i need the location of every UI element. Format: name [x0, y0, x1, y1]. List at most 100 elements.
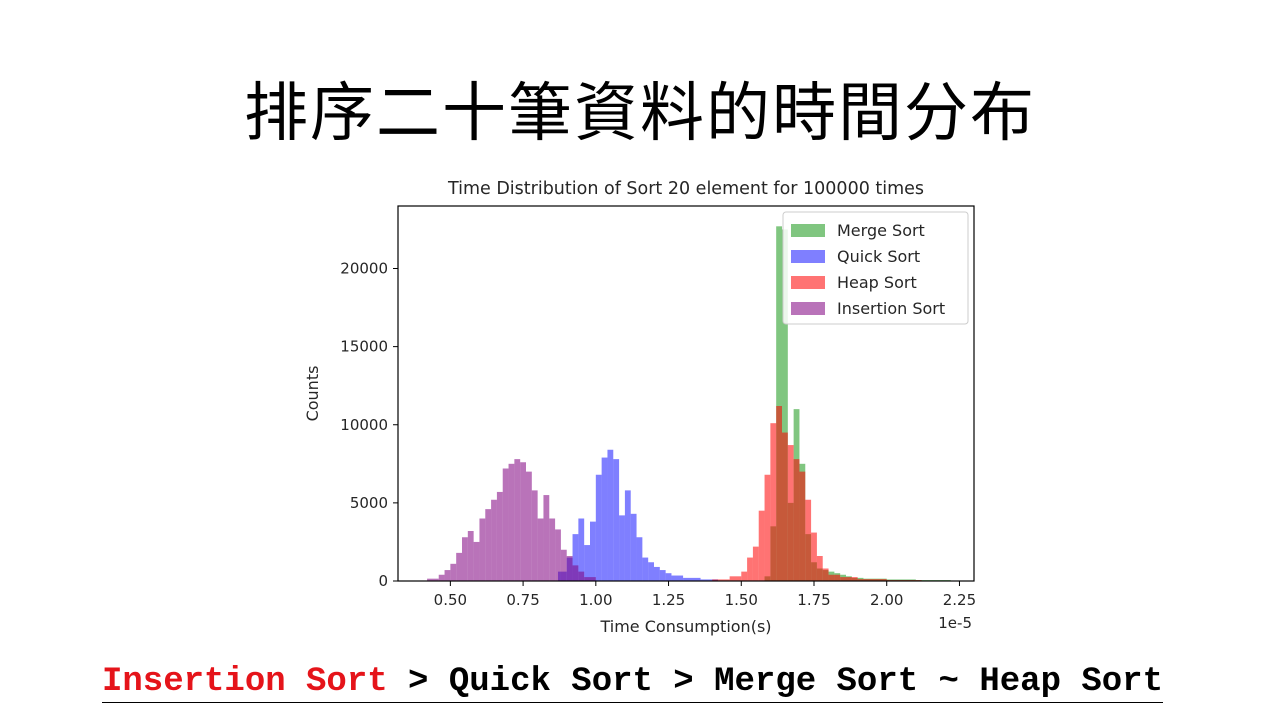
histogram-bar: [537, 518, 544, 581]
y-tick-label: 5000: [350, 494, 388, 512]
legend-label: Heap Sort: [837, 273, 917, 292]
x-tick-label: 0.50: [434, 591, 467, 609]
histogram-bar: [665, 573, 672, 581]
histogram-bar: [816, 556, 823, 581]
plot-frame: [397, 205, 975, 582]
histogram-bar: [840, 577, 858, 581]
histogram-bar: [671, 575, 684, 581]
x-tick-label: 2.00: [870, 591, 903, 609]
histogram-bar: [624, 490, 631, 581]
histogram-bar: [659, 570, 666, 581]
conclusion-line: Insertion Sort > Quick Sort > Merge Sort…: [102, 662, 1163, 703]
legend-swatch: [791, 250, 825, 263]
histogram-bar: [601, 457, 608, 581]
x-tick-label: 1.75: [797, 591, 830, 609]
histogram-bar: [857, 579, 887, 581]
legend-swatch: [791, 302, 825, 315]
histogram-bar: [613, 459, 620, 581]
histogram-bar: [776, 226, 782, 581]
histogram-bar: [543, 495, 550, 581]
histogram-bar: [444, 570, 451, 581]
histogram-bar: [584, 577, 596, 581]
histogram-bar: [427, 578, 439, 581]
histogram-bar: [473, 541, 480, 581]
histogram-bar: [822, 568, 829, 581]
histogram-bar: [520, 462, 526, 581]
histogram-bar: [514, 459, 521, 581]
histogram-bar: [595, 474, 602, 581]
x-tick-label: 1.00: [579, 591, 612, 609]
histogram-bar: [782, 229, 788, 581]
histogram-bar: [456, 552, 462, 581]
histogram-bar: [479, 518, 486, 581]
histogram-bar: [747, 557, 753, 581]
y-tick-label: 0: [378, 572, 388, 590]
histogram-bar: [467, 531, 474, 581]
histogram-bar: [642, 557, 649, 581]
histogram-bar: [549, 518, 556, 581]
slide-title: 排序二十筆資料的時間分布: [244, 77, 1036, 151]
histogram-bar: [584, 545, 590, 581]
legend-label: Insertion Sort: [837, 299, 945, 318]
x-tick-label: 2.25: [943, 591, 976, 609]
histogram-chart: Time Distribution of Sort 20 element for…: [303, 179, 976, 636]
histogram-bar: [578, 571, 585, 581]
histogram-bar: [805, 499, 812, 581]
legend-box: [782, 211, 969, 325]
histogram-bar: [526, 471, 532, 581]
histogram-bar: [572, 534, 579, 581]
histogram-bar: [502, 468, 509, 581]
histogram-bar: [578, 518, 585, 581]
histogram-bar: [566, 556, 573, 581]
conclusion-rest: > Quick Sort > Merge Sort ~ Heap Sort: [387, 663, 1163, 701]
histogram-bar: [636, 537, 643, 581]
x-tick-label: 1.50: [725, 591, 758, 609]
histogram-bar: [828, 574, 841, 581]
histogram-bar: [782, 432, 788, 581]
y-tick-label: 10000: [340, 416, 388, 434]
histogram-bar: [555, 529, 561, 581]
histogram-bar: [560, 549, 567, 581]
histogram-bar: [491, 499, 497, 581]
histogram-bar: [764, 474, 771, 581]
histogram-bar: [485, 509, 492, 581]
histogram-bar: [590, 521, 596, 581]
x-tick-label: 1.25: [652, 591, 685, 609]
histogram-bar: [776, 406, 782, 581]
histogram-bar: [619, 515, 625, 581]
histogram-bar: [654, 566, 660, 581]
y-tick-label: 15000: [340, 338, 388, 356]
histogram-bar: [700, 579, 718, 581]
histogram-bar: [758, 510, 765, 581]
histogram-bar: [752, 546, 759, 581]
histogram-bar: [683, 577, 701, 581]
histogram-bar: [648, 562, 654, 581]
histogram-bar: [450, 563, 457, 581]
legend-label: Merge Sort: [837, 221, 925, 240]
histogram-bar: [811, 532, 817, 581]
histogram-bar: [531, 490, 538, 581]
histogram-bar: [462, 537, 468, 581]
histogram-bar: [630, 513, 637, 581]
histogram-bar: [799, 471, 806, 581]
histogram-bar: [496, 491, 503, 581]
histogram-bar: [770, 423, 777, 581]
histogram-bar: [607, 449, 614, 581]
x-tick-label: 0.75: [506, 591, 539, 609]
histogram-bar: [787, 445, 794, 581]
histogram-bar: [741, 571, 748, 581]
x-offset-label: 1e-5: [938, 614, 972, 632]
y-tick-label: 20000: [340, 260, 388, 278]
legend-label: Quick Sort: [837, 247, 920, 266]
y-axis-label: Counts: [303, 366, 322, 422]
histogram-bar: [572, 565, 579, 581]
histogram-bar: [712, 579, 730, 581]
histogram-bar: [438, 574, 445, 581]
legend-swatch: [791, 224, 825, 237]
chart-title: Time Distribution of Sort 20 element for…: [447, 179, 924, 199]
histogram-bar: [729, 576, 742, 581]
x-axis-label: Time Consumption(s): [599, 617, 771, 636]
conclusion-highlight: Insertion Sort: [102, 663, 388, 701]
histogram-bar: [508, 463, 515, 581]
legend-swatch: [791, 276, 825, 289]
